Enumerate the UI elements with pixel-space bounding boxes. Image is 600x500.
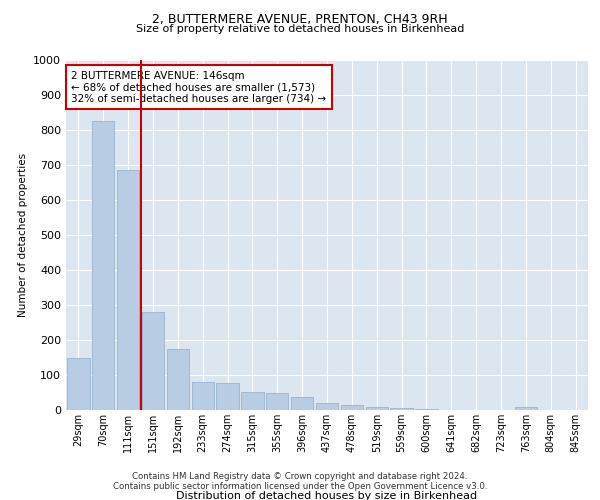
Text: 2 BUTTERMERE AVENUE: 146sqm
← 68% of detached houses are smaller (1,573)
32% of : 2 BUTTERMERE AVENUE: 146sqm ← 68% of det… (71, 70, 326, 104)
Text: Size of property relative to detached houses in Birkenhead: Size of property relative to detached ho… (136, 24, 464, 34)
Bar (515, 406, 537, 410)
Bar (341, 406, 363, 410)
Bar (117, 170, 139, 410)
Bar (291, 396, 313, 410)
Bar (365, 407, 388, 410)
Text: Contains HM Land Registry data © Crown copyright and database right 2024.
Contai: Contains HM Land Registry data © Crown c… (113, 472, 487, 491)
Bar (92, 121, 115, 410)
Bar (67, 358, 89, 410)
Y-axis label: Number of detached properties: Number of detached properties (17, 153, 28, 317)
Bar (266, 392, 289, 410)
Bar (191, 382, 214, 410)
Bar (316, 403, 338, 410)
Bar (167, 349, 189, 410)
Text: 2, BUTTERMERE AVENUE, PRENTON, CH43 9RH: 2, BUTTERMERE AVENUE, PRENTON, CH43 9RH (152, 12, 448, 26)
Bar (217, 382, 239, 410)
X-axis label: Distribution of detached houses by size in Birkenhead: Distribution of detached houses by size … (176, 491, 478, 500)
Bar (142, 312, 164, 410)
Bar (241, 392, 263, 410)
Bar (391, 408, 413, 410)
